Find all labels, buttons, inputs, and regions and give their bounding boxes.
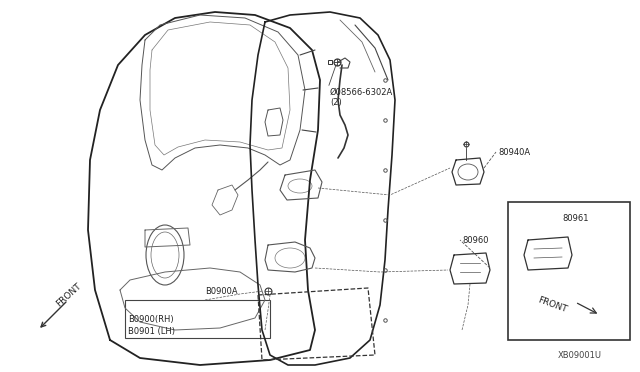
Bar xyxy=(125,300,270,338)
Text: XB09001U: XB09001U xyxy=(558,350,602,359)
Text: FRONT: FRONT xyxy=(536,296,568,314)
Text: B0900A: B0900A xyxy=(205,286,237,295)
Bar xyxy=(508,202,630,340)
Text: B0900(RH)
B0901 (LH): B0900(RH) B0901 (LH) xyxy=(128,315,175,336)
Text: FRONT: FRONT xyxy=(54,281,83,308)
Text: 80940A: 80940A xyxy=(498,148,530,157)
Text: Ø08566-6302A
(2): Ø08566-6302A (2) xyxy=(330,88,393,108)
Text: 80961: 80961 xyxy=(562,214,589,222)
Text: 80960: 80960 xyxy=(462,235,488,244)
